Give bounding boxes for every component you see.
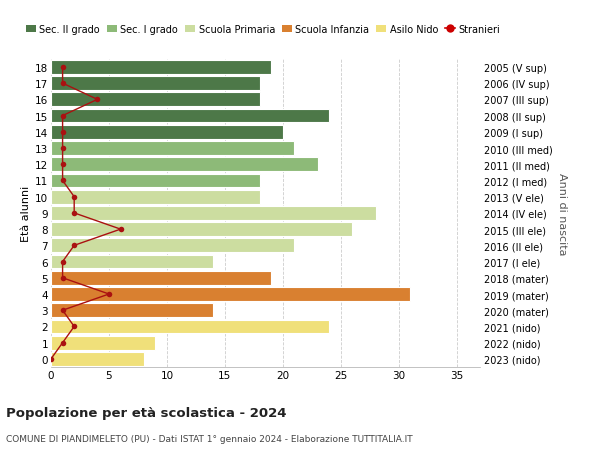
Bar <box>51 126 283 140</box>
Point <box>70 210 79 217</box>
Bar <box>51 158 317 172</box>
Bar <box>51 142 295 156</box>
Point <box>58 161 67 168</box>
Bar <box>51 287 410 301</box>
Point <box>104 291 114 298</box>
Point <box>58 145 67 152</box>
Point <box>58 64 67 72</box>
Bar <box>51 320 329 334</box>
Point <box>58 258 67 266</box>
Bar <box>51 336 155 350</box>
Point <box>58 80 67 88</box>
Point <box>58 307 67 314</box>
Point <box>70 323 79 330</box>
Bar <box>51 77 260 91</box>
Bar <box>51 207 376 220</box>
Bar <box>51 61 271 75</box>
Bar <box>51 352 144 366</box>
Bar <box>51 190 260 204</box>
Bar <box>51 239 295 253</box>
Y-axis label: Anni di nascita: Anni di nascita <box>557 172 567 255</box>
Bar <box>51 304 214 318</box>
Point <box>58 112 67 120</box>
Text: COMUNE DI PIANDIMELETO (PU) - Dati ISTAT 1° gennaio 2024 - Elaborazione TUTTITAL: COMUNE DI PIANDIMELETO (PU) - Dati ISTAT… <box>6 434 413 443</box>
Point <box>58 274 67 282</box>
Legend: Sec. II grado, Sec. I grado, Scuola Primaria, Scuola Infanzia, Asilo Nido, Stran: Sec. II grado, Sec. I grado, Scuola Prim… <box>26 24 500 34</box>
Y-axis label: Età alunni: Età alunni <box>21 185 31 241</box>
Point <box>70 242 79 250</box>
Point <box>46 355 56 363</box>
Bar <box>51 223 352 236</box>
Point <box>70 194 79 201</box>
Bar <box>51 109 329 123</box>
Bar <box>51 174 260 188</box>
Bar <box>51 93 260 107</box>
Point <box>92 96 102 104</box>
Text: Popolazione per età scolastica - 2024: Popolazione per età scolastica - 2024 <box>6 406 287 419</box>
Point <box>116 226 125 233</box>
Bar <box>51 255 214 269</box>
Point <box>58 177 67 185</box>
Point <box>58 339 67 347</box>
Bar <box>51 271 271 285</box>
Point <box>58 129 67 136</box>
